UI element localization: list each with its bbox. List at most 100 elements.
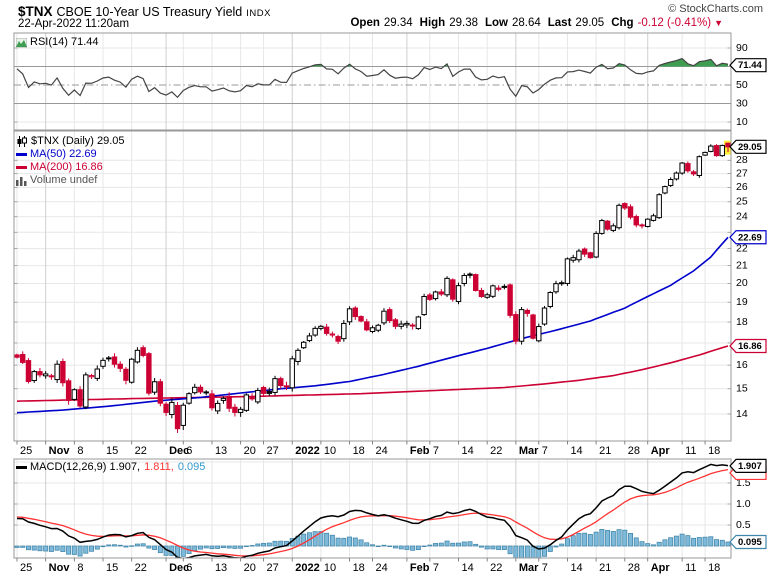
- svg-text:6: 6: [186, 562, 192, 574]
- svg-text:71.44: 71.44: [738, 60, 762, 71]
- svg-text:50: 50: [736, 79, 748, 91]
- svg-text:10: 10: [324, 562, 336, 574]
- ma50-value-badge: 22.69: [729, 230, 767, 245]
- svg-text:10: 10: [736, 116, 748, 128]
- last-value: 29.05: [575, 17, 605, 29]
- svg-text:22.69: 22.69: [738, 232, 762, 243]
- svg-text:25: 25: [20, 445, 32, 457]
- svg-text:18: 18: [353, 562, 365, 574]
- svg-text:18: 18: [736, 316, 748, 328]
- svg-text:10: 10: [324, 445, 336, 457]
- macd-histogram: [14, 529, 731, 558]
- svg-text:21: 21: [599, 562, 611, 574]
- svg-text:19: 19: [736, 296, 748, 308]
- price-legend-label: $TNX (Daily) 29.05: [31, 135, 125, 147]
- svg-text:11: 11: [685, 445, 696, 457]
- svg-text:14: 14: [736, 408, 748, 420]
- macd-signal-line: [16, 468, 729, 557]
- svg-text:14: 14: [570, 445, 582, 457]
- svg-text:2022: 2022: [295, 445, 319, 457]
- exchange-label: INDX: [246, 8, 271, 19]
- quote-line: Open 29.34 High 29.38 Low 28.64 Last 29.05 C…: [350, 17, 723, 29]
- rsi-area-icon: [16, 37, 27, 48]
- svg-text:18: 18: [708, 445, 720, 457]
- svg-text:11: 11: [685, 562, 696, 574]
- ma200-line-icon: [16, 166, 27, 169]
- ma200-line: [16, 345, 729, 402]
- svg-text:14: 14: [462, 562, 474, 574]
- svg-text:Dec: Dec: [169, 562, 189, 574]
- macd-line: [16, 463, 729, 558]
- open-label: Open: [350, 17, 380, 29]
- macd-line-icon: [16, 466, 27, 469]
- svg-text:2022: 2022: [295, 562, 319, 574]
- svg-text:Apr: Apr: [651, 445, 671, 457]
- svg-text:24: 24: [736, 211, 748, 223]
- chg-value: -0.12 (-0.41%): [637, 17, 712, 29]
- svg-text:22: 22: [736, 242, 748, 254]
- svg-text:7: 7: [542, 562, 548, 574]
- macd-legend: MACD(12,26,9) 1.907, 1.811, 0.095: [16, 461, 205, 474]
- last-label: Last: [547, 17, 572, 29]
- svg-text:Apr: Apr: [651, 562, 671, 574]
- rsi-panel: 90 50 30 10 71.44: [13, 32, 767, 131]
- svg-text:22: 22: [135, 562, 147, 574]
- svg-text:14: 14: [462, 445, 474, 457]
- svg-text:22: 22: [490, 445, 502, 457]
- open-value: 29.34: [383, 17, 413, 29]
- svg-text:20: 20: [244, 445, 256, 457]
- ma50-line-icon: [16, 153, 27, 156]
- volume-legend-label: Volume undef: [30, 174, 98, 186]
- symbol-name: CBOE 10-Year US Treasury Yield: [56, 5, 243, 19]
- svg-text:13: 13: [215, 445, 227, 457]
- low-label: Low: [484, 17, 508, 29]
- macd-signal-value: 1.811,: [144, 461, 174, 473]
- svg-text:18: 18: [708, 562, 720, 574]
- svg-text:27: 27: [267, 562, 279, 574]
- svg-text:16.86: 16.86: [738, 341, 762, 352]
- svg-text:20: 20: [736, 277, 748, 289]
- svg-text:Feb: Feb: [410, 445, 430, 457]
- svg-text:90: 90: [736, 42, 748, 54]
- svg-text:29.05: 29.05: [738, 142, 762, 153]
- svg-text:21: 21: [599, 445, 611, 457]
- ma200-value-badge: 16.86: [729, 338, 767, 354]
- rsi-legend: RSI(14) 71.44: [16, 36, 98, 49]
- svg-text:Nov: Nov: [49, 445, 71, 457]
- macd-hist-badge: 0.095: [729, 534, 767, 550]
- macd-legend-label: MACD(12,26,9) 1.907,: [30, 461, 141, 473]
- svg-text:27: 27: [267, 445, 279, 457]
- chart-header: $TNX CBOE 10-Year US Treasury Yield INDX: [18, 3, 271, 21]
- svg-text:25: 25: [20, 562, 32, 574]
- svg-text:Dec: Dec: [169, 445, 189, 457]
- svg-text:6: 6: [186, 445, 192, 457]
- svg-text:Nov: Nov: [49, 562, 71, 574]
- symbol: $TNX: [18, 4, 53, 19]
- svg-text:16: 16: [736, 359, 748, 371]
- svg-text:24: 24: [376, 562, 388, 574]
- svg-text:Mar: Mar: [519, 562, 539, 574]
- svg-text:15: 15: [736, 383, 748, 395]
- svg-text:28: 28: [736, 154, 748, 166]
- macd-value-badge: 1.907: [729, 458, 767, 474]
- ma50-line: [16, 236, 729, 414]
- svg-text:14: 14: [570, 562, 582, 574]
- volume-bars-icon: [16, 176, 27, 186]
- svg-text:7: 7: [433, 445, 439, 457]
- svg-text:22: 22: [135, 445, 147, 457]
- svg-text:7: 7: [433, 562, 439, 574]
- rsi-legend-label: RSI(14) 71.44: [30, 36, 99, 48]
- last-price-badge: 29.05: [729, 139, 767, 154]
- svg-text:27: 27: [736, 167, 748, 179]
- svg-text:30: 30: [736, 97, 748, 109]
- svg-text:8: 8: [77, 562, 83, 574]
- ma50-legend-label: MA(50) 22.69: [30, 148, 97, 160]
- svg-text:28: 28: [628, 562, 640, 574]
- svg-text:0.095: 0.095: [738, 537, 762, 548]
- svg-text:1.0: 1.0: [736, 498, 751, 510]
- macd-hist-value: 0.095: [177, 461, 206, 473]
